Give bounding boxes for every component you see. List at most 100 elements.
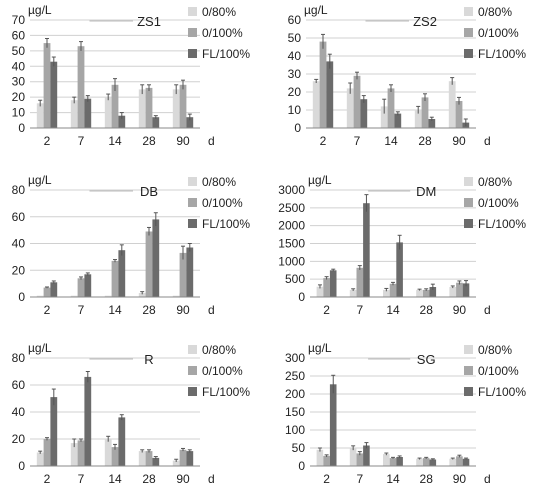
x-tick-label: 90 [452,134,466,148]
legend-label: 0/80% [202,5,236,19]
y-tick-label: 20 [288,85,302,99]
bar [383,454,390,466]
chart-title: SG [417,352,436,367]
bar [416,458,423,466]
legend-swatch [464,7,473,16]
y-tick-label: 30 [12,75,26,89]
legend-swatch [188,198,197,207]
bar [319,41,327,128]
x-unit-label: d [208,303,215,317]
bar [326,61,334,128]
bar [36,103,44,128]
y-tick-label: 3000 [278,183,305,197]
x-tick-label: 90 [453,472,467,486]
bar [70,295,78,297]
bar [172,460,180,466]
legend-label: 0/100% [202,26,243,40]
y-tick-label: 500 [285,272,305,286]
legend-swatch [188,177,197,186]
y-tick-label: 0 [18,121,25,135]
x-tick-label: 90 [176,472,190,486]
bar [316,449,324,466]
bar [383,289,390,297]
bar [179,84,187,128]
y-unit-label: µg/L [28,173,52,187]
y-tick-label: 2000 [278,219,305,233]
bar [104,295,112,297]
legend-swatch [188,345,197,354]
bar [456,282,463,297]
y-tick-label: 2500 [278,201,305,215]
legend-swatch [464,198,473,207]
y-tick-label: 40 [12,237,26,251]
y-tick-label: 100 [285,423,305,437]
bar [323,455,330,466]
legend-swatch [464,345,473,354]
legend-swatch [188,387,197,396]
bar [152,117,160,128]
y-unit-label: µg/L [308,173,332,187]
legend-label: 0/100% [202,196,243,210]
y-tick-label: 80 [12,351,26,365]
legend-swatch [188,366,197,375]
y-tick-label: 0 [298,290,305,304]
legend-label: 0/80% [202,343,236,357]
x-tick-label: 28 [418,134,432,148]
bar [43,287,51,297]
bar [138,89,146,128]
x-tick-label: 2 [320,134,327,148]
legend-swatch [188,219,197,228]
x-tick-label: 28 [142,472,156,486]
chart-panel: 0 20 40 60 80 2 7 14 28 90 µg/L d DB 0/80% 0/100% FL/10… [12,173,251,317]
bar [172,295,180,297]
y-tick-label: 150 [285,405,305,419]
bar [389,458,397,466]
bar [43,439,51,466]
bar [84,376,92,466]
bar [429,287,437,297]
y-tick-label: 20 [12,90,26,104]
bar [363,445,370,466]
legend-swatch [464,387,473,396]
legend-label: 0/80% [478,5,512,19]
x-tick-label: 90 [176,134,190,148]
bar [329,270,337,298]
y-tick-label: 60 [12,378,26,392]
bar [138,293,146,297]
legend-swatch [464,219,473,228]
y-tick-label: 80 [12,183,26,197]
bar [84,98,92,128]
x-tick-label: 7 [356,472,363,486]
y-tick-label: 0 [298,459,305,473]
bar [389,283,397,297]
chart-title: ZS1 [137,14,161,29]
x-unit-label: d [484,134,491,148]
bar [428,119,436,128]
bar [145,231,153,297]
bar [152,219,160,297]
legend-label: 0/80% [202,175,236,189]
legend-label: FL/100% [202,385,250,399]
y-tick-label: 300 [285,351,305,365]
bar [456,456,463,466]
legend-label: 0/100% [478,196,519,210]
bar [462,283,470,297]
bar [111,447,119,466]
bar [111,260,119,297]
bar [349,448,357,466]
y-tick-label: 10 [288,103,302,117]
bar [145,87,153,128]
x-tick-label: 14 [108,134,122,148]
bar [84,274,92,297]
y-tick-label: 60 [12,210,26,224]
bar [36,295,44,297]
chart-panel: 0 500 1000 1500 2000 2500 3000 2 7 14 28 90 µg/L d DM 0… [278,173,526,317]
x-tick-label: 7 [78,472,85,486]
bar [186,247,194,297]
y-unit-label: µg/L [304,3,328,17]
legend-swatch [188,7,197,16]
y-unit-label: µg/L [28,341,52,355]
chart-panel: 0 10 20 30 40 50 60 2 7 14 28 90 µg/L d ZS2 0/80% 0/100%… [288,3,527,148]
x-tick-label: 2 [323,303,330,317]
